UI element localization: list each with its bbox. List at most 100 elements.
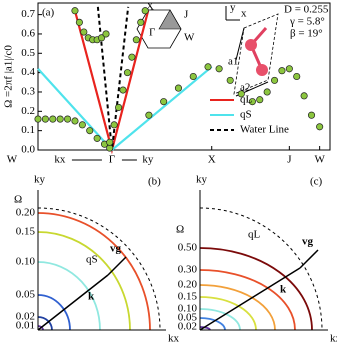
arrow-label: k [280, 284, 287, 296]
contour-line [199, 247, 313, 331]
x-tick-label: X [208, 154, 216, 166]
y-tick-label: 0.4 [21, 66, 35, 78]
bz-label: Γ [149, 27, 155, 39]
data-point [300, 92, 308, 100]
series-line [37, 65, 213, 152]
data-point [278, 67, 286, 75]
panel-label: (c) [310, 176, 323, 188]
y-tick-label: 0.1 [21, 124, 35, 136]
data-point [293, 72, 301, 81]
level-label: 0.05 [16, 289, 36, 301]
level-label: 0.10 [178, 303, 198, 315]
cell-label: a2 [240, 82, 250, 94]
cell-inset: a1 a2 y x D = 0.255 γ = 5.8° β = 19° [225, 2, 329, 97]
contour-line [37, 294, 71, 331]
unit-cell [233, 13, 279, 95]
level-label: 0.01 [16, 320, 35, 332]
contour-line [199, 308, 241, 331]
data-point [137, 18, 145, 26]
axis-label: kx [168, 333, 180, 345]
y-tick-label: 0.5 [21, 47, 35, 59]
cutoff-circle [199, 207, 323, 331]
k-arrow [37, 274, 109, 331]
vg-arrow [107, 256, 127, 276]
data-point [215, 65, 223, 73]
data-point [71, 7, 79, 15]
data-point [123, 69, 131, 77]
level-label: 0.50 [178, 242, 198, 254]
data-point [285, 65, 293, 73]
x-tick-label: J [287, 154, 292, 166]
data-point [102, 30, 110, 38]
data-point [256, 96, 264, 104]
level-label: 0.02 [178, 321, 197, 333]
level-label: 0.20 [16, 207, 36, 219]
level-label: 0.20 [178, 279, 198, 291]
bz-label: W [184, 32, 195, 44]
data-point [64, 115, 72, 123]
data-point [56, 115, 64, 123]
data-point [248, 98, 256, 106]
data-point [106, 144, 114, 152]
legend-label: qS [240, 109, 252, 121]
param: β = 19° [290, 28, 323, 40]
level-title: Ω [14, 194, 22, 206]
contour-panel: 0.20 0.15 0.10 0.05 0.020.01 kx ky Ω (b) qS k vg [14, 174, 180, 345]
arrow-label: k [88, 291, 95, 303]
irreducible-zone [158, 9, 182, 30]
cell-label: x [241, 8, 247, 20]
cell-label: a1 [228, 56, 238, 68]
data-point [128, 53, 136, 61]
arrow-label: vg [302, 236, 314, 248]
level-label: 0.10 [16, 256, 36, 268]
contour-line [37, 231, 131, 331]
data-point [34, 115, 42, 123]
data-point [115, 103, 123, 111]
x-tick-label: W [314, 154, 325, 166]
data-point [174, 84, 183, 92]
x-direction-label: kx [54, 154, 66, 166]
axis-label: ky [34, 174, 46, 186]
y-tick-label: 0.7 [21, 8, 35, 20]
y-axis-title: Ω =2πf |a1|/c0 [3, 45, 15, 108]
level-label: 0.15 [178, 291, 198, 303]
contour-line [37, 261, 101, 331]
axis-label: ky [196, 174, 208, 186]
cell-label: y [230, 2, 236, 14]
level-label: 0.02 [16, 311, 35, 323]
data-point [263, 88, 271, 96]
y-tick-label: 0.0 [21, 144, 35, 156]
data-point [93, 134, 101, 142]
data-point [160, 98, 168, 106]
bz-label: X [146, 1, 154, 13]
arrow-label: vg [110, 243, 122, 255]
y-tick-label: 0.2 [21, 105, 35, 117]
contour-line [37, 316, 53, 331]
panel-label: (b) [148, 176, 161, 188]
bz-inset: X J W Γ [136, 1, 195, 49]
data-point [80, 28, 88, 36]
legend-label: qL [240, 94, 253, 106]
cutoff-circle [37, 207, 161, 331]
x-direction-label: ky [142, 154, 154, 166]
data-point [141, 7, 149, 15]
data-point [41, 115, 49, 123]
data-point [49, 115, 57, 123]
y-tick-label: 0.3 [21, 86, 35, 98]
data-point [316, 123, 324, 131]
data-point [307, 111, 316, 119]
level-label: 0.15 [16, 226, 36, 238]
contour-line [37, 212, 151, 331]
vg-arrow [299, 249, 319, 269]
panel-label: (a) [42, 7, 55, 19]
region-label: qS [86, 254, 98, 266]
level-label: 0.05 [178, 312, 198, 324]
axis-label: kx [330, 333, 337, 345]
contour-line [199, 317, 226, 331]
level-label: 0.30 [178, 264, 198, 276]
data-point [119, 86, 127, 94]
data-point [106, 138, 114, 146]
x-tick-label: Γ [109, 154, 115, 166]
x-tick-label: W [7, 154, 18, 166]
data-point [110, 121, 118, 129]
